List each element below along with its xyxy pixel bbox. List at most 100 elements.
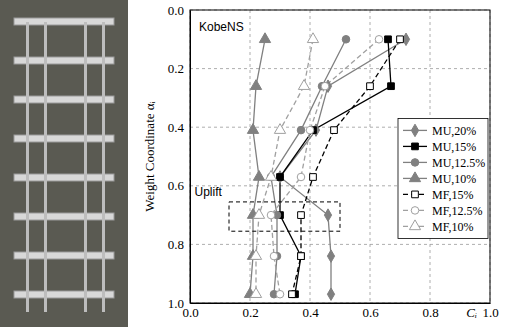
- column: [44, 22, 47, 312]
- x-tick: 0.2: [242, 303, 258, 320]
- y-tick: 0.8: [168, 237, 190, 252]
- series-marker: [270, 252, 278, 260]
- series-marker: [267, 211, 275, 219]
- series-marker: [298, 80, 309, 90]
- grid-line-x: [310, 10, 311, 303]
- legend-label: MF,12.5%: [432, 204, 482, 218]
- legend-label: MU,10%: [432, 172, 476, 186]
- y-axis: 0.0 0.2 0.4 0.6 0.8 1.0: [168, 3, 191, 311]
- series-marker: [331, 127, 338, 134]
- legend-marker: [412, 191, 419, 198]
- series-marker: [321, 82, 329, 90]
- series-line: [256, 39, 313, 294]
- series-marker: [385, 36, 392, 43]
- series-line: [250, 39, 265, 294]
- legend-item: MU,12.5%: [403, 156, 485, 170]
- y-axis-title: Weight Coordinate αᵢ: [142, 100, 157, 211]
- x-tick-label: 0.4: [302, 305, 319, 320]
- legend-label: MF,15%: [432, 188, 473, 202]
- photo-background: [0, 0, 128, 327]
- series-marker: [306, 126, 314, 134]
- series-marker: [310, 174, 317, 181]
- x-tick: 0.4: [302, 303, 319, 320]
- y-tick: 0.6: [168, 178, 190, 193]
- series-marker: [276, 290, 284, 298]
- x-tick-label: 0.8: [422, 305, 438, 320]
- chart: 0.00.20.40.60.81.00.00.20.40.60.81.0CᵢWe…: [0, 0, 529, 327]
- grid-line-y: [190, 244, 490, 245]
- series-marker: [298, 212, 305, 219]
- legend-label: MU,20%: [432, 124, 476, 138]
- series-marker: [327, 250, 334, 262]
- legend-item: MU,10%: [403, 172, 476, 186]
- series-marker: [397, 36, 404, 43]
- y-tick: 0.0: [168, 3, 190, 18]
- series-marker: [277, 174, 284, 181]
- y-tick-label: 1.0: [168, 296, 184, 311]
- series-marker: [250, 80, 261, 90]
- x-axis: 0.0 0.2 0.4 0.6 0.8 1.0: [182, 303, 498, 320]
- y-tick: 1.0: [168, 296, 190, 311]
- annotation: Uplift: [195, 185, 223, 199]
- legend-label: MF,10%: [432, 220, 473, 234]
- x-tick: 1.0: [482, 303, 498, 320]
- series-marker: [289, 291, 296, 298]
- legend-marker: [411, 159, 419, 167]
- x-tick-label: 0.2: [242, 305, 258, 320]
- x-tick-label: 0.6: [362, 305, 379, 320]
- plot-frame: [190, 10, 490, 303]
- series-marker: [253, 209, 264, 219]
- column: [102, 22, 105, 312]
- series-marker: [250, 250, 261, 260]
- series-line: [292, 39, 400, 294]
- column: [26, 22, 29, 312]
- series-marker: [388, 83, 395, 90]
- plot-area: [244, 33, 409, 301]
- series-marker: [327, 288, 334, 300]
- tower-illustration: [0, 0, 128, 327]
- legend-item: MU,20%: [403, 124, 476, 138]
- x-axis-title: Cᵢ: [466, 305, 477, 320]
- y-tick: 0.4: [168, 120, 190, 135]
- series-line: [280, 39, 406, 294]
- series-marker: [375, 36, 383, 44]
- x-tick: 0.8: [422, 303, 438, 320]
- annotation: KobeNS: [199, 20, 244, 34]
- grid-line-x: [370, 10, 371, 303]
- legend-marker: [409, 172, 420, 182]
- series-marker: [307, 33, 318, 43]
- series-marker: [265, 171, 276, 181]
- series-marker: [298, 253, 305, 260]
- series-marker: [247, 124, 258, 134]
- legend-item: MF,10%: [403, 220, 473, 234]
- y-tick-label: 0.0: [168, 3, 184, 18]
- series-marker: [342, 36, 350, 44]
- legend-label: MU,12.5%: [432, 156, 485, 170]
- legend: MU,20% MU,15% MU,12.5% MU,10% MF,15% MF,12.5%…: [398, 118, 488, 238]
- series-marker: [259, 33, 270, 43]
- y-tick: 0.2: [168, 61, 190, 76]
- x-tick: 0.0: [182, 303, 198, 320]
- legend-marker: [412, 143, 419, 150]
- legend-marker: [411, 207, 419, 215]
- column: [84, 22, 87, 312]
- y-tick-label: 0.4: [168, 120, 185, 135]
- legend-item: MU,15%: [403, 140, 476, 154]
- legend-marker: [409, 220, 420, 230]
- x-axis-line: [191, 303, 491, 304]
- legend-box: [398, 118, 488, 238]
- legend-label: MU,15%: [432, 140, 476, 154]
- series-marker: [276, 171, 283, 183]
- x-tick-label: 0.0: [182, 305, 198, 320]
- series-marker: [298, 253, 305, 260]
- series-line: [271, 39, 379, 294]
- grid: [190, 10, 490, 303]
- series-marker: [253, 171, 264, 181]
- series-marker: [297, 126, 305, 134]
- series-marker: [367, 83, 374, 90]
- y-tick-label: 0.2: [168, 61, 184, 76]
- x-tick: 0.6: [362, 303, 379, 320]
- series-marker: [250, 288, 261, 298]
- legend-item: MF,15%: [403, 188, 473, 202]
- series-marker: [297, 173, 305, 181]
